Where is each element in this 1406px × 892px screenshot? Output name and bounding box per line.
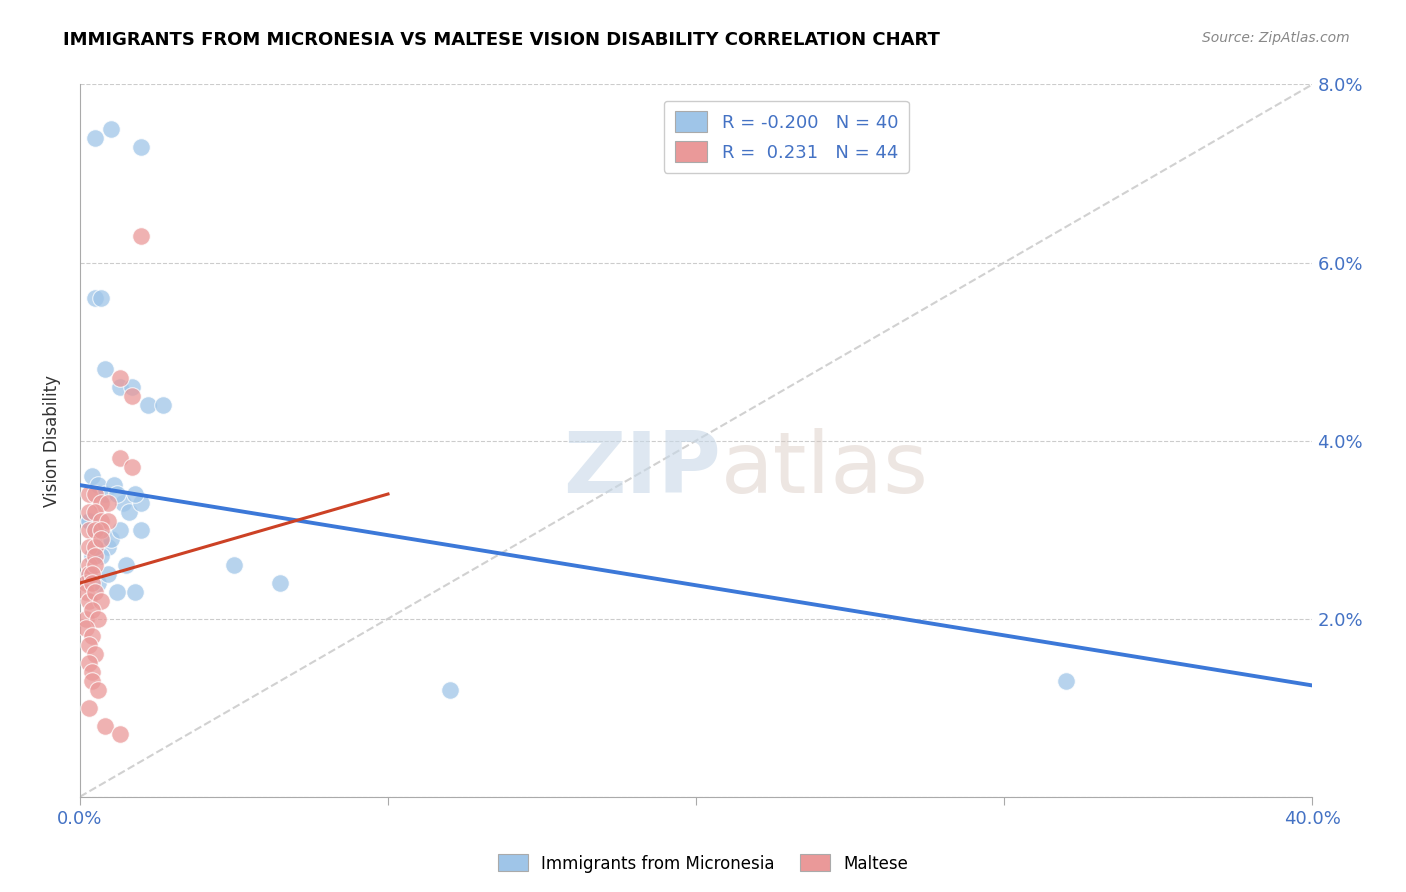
Point [90, 291, 112, 305]
Point [108, 727, 131, 741]
Point [90, 496, 112, 510]
Point [97, 541, 120, 555]
Point [77, 523, 100, 537]
Point [105, 585, 128, 599]
Point [1054, 673, 1077, 688]
Point [131, 496, 153, 510]
Point [82, 630, 104, 644]
Point [77, 639, 100, 653]
Point [115, 558, 138, 573]
Point [82, 603, 104, 617]
Point [121, 460, 143, 475]
Point [108, 371, 131, 385]
Point [84, 558, 107, 573]
Point [77, 558, 100, 573]
Point [121, 380, 143, 394]
Point [90, 532, 112, 546]
Point [152, 398, 174, 412]
Legend: Immigrants from Micronesia, Maltese: Immigrants from Micronesia, Maltese [491, 847, 915, 880]
Point [93, 487, 115, 501]
Text: Source: ZipAtlas.com: Source: ZipAtlas.com [1202, 31, 1350, 45]
Point [87, 523, 110, 537]
Point [84, 131, 107, 145]
Point [82, 665, 104, 679]
Legend: R = -0.200   N = 40, R =  0.231   N = 44: R = -0.200 N = 40, R = 0.231 N = 44 [664, 101, 908, 173]
Point [131, 140, 153, 154]
Point [77, 594, 100, 608]
Point [84, 487, 107, 501]
Point [87, 612, 110, 626]
Point [121, 389, 143, 403]
Point [75, 621, 97, 635]
Point [124, 585, 146, 599]
Point [97, 514, 120, 528]
Text: IMMIGRANTS FROM MICRONESIA VS MALTESE VISION DISABILITY CORRELATION CHART: IMMIGRANTS FROM MICRONESIA VS MALTESE VI… [63, 31, 941, 49]
Point [100, 122, 122, 136]
Point [84, 549, 107, 564]
Point [90, 549, 112, 564]
Point [82, 567, 104, 582]
Point [84, 291, 107, 305]
Point [84, 523, 107, 537]
Point [82, 673, 104, 688]
Point [84, 505, 107, 519]
Point [131, 523, 153, 537]
Point [90, 523, 112, 537]
Point [439, 682, 461, 697]
Point [93, 718, 115, 732]
Point [84, 585, 107, 599]
Point [87, 576, 110, 591]
Point [84, 541, 107, 555]
Point [75, 576, 97, 591]
Point [75, 612, 97, 626]
Point [105, 487, 128, 501]
Point [77, 505, 100, 519]
Point [82, 576, 104, 591]
Point [222, 558, 245, 573]
Point [108, 523, 131, 537]
Point [118, 505, 141, 519]
Point [77, 487, 100, 501]
Point [90, 514, 112, 528]
Point [75, 585, 97, 599]
Point [97, 567, 120, 582]
Point [77, 514, 100, 528]
Point [100, 532, 122, 546]
Point [82, 549, 104, 564]
Point [77, 541, 100, 555]
Point [84, 523, 107, 537]
Point [103, 478, 125, 492]
Text: atlas: atlas [721, 427, 929, 510]
Point [269, 576, 291, 591]
Point [77, 514, 100, 528]
Point [90, 532, 112, 546]
Point [93, 362, 115, 376]
Point [136, 398, 159, 412]
Y-axis label: Vision Disability: Vision Disability [44, 375, 60, 507]
Point [84, 648, 107, 662]
Point [111, 496, 134, 510]
Point [77, 567, 100, 582]
Point [77, 700, 100, 714]
Text: ZIP: ZIP [562, 427, 721, 510]
Point [77, 656, 100, 670]
Point [97, 496, 120, 510]
Point [87, 478, 110, 492]
Point [108, 451, 131, 466]
Point [124, 487, 146, 501]
Point [90, 594, 112, 608]
Point [131, 228, 153, 243]
Point [87, 682, 110, 697]
Point [82, 469, 104, 483]
Point [77, 567, 100, 582]
Point [108, 380, 131, 394]
